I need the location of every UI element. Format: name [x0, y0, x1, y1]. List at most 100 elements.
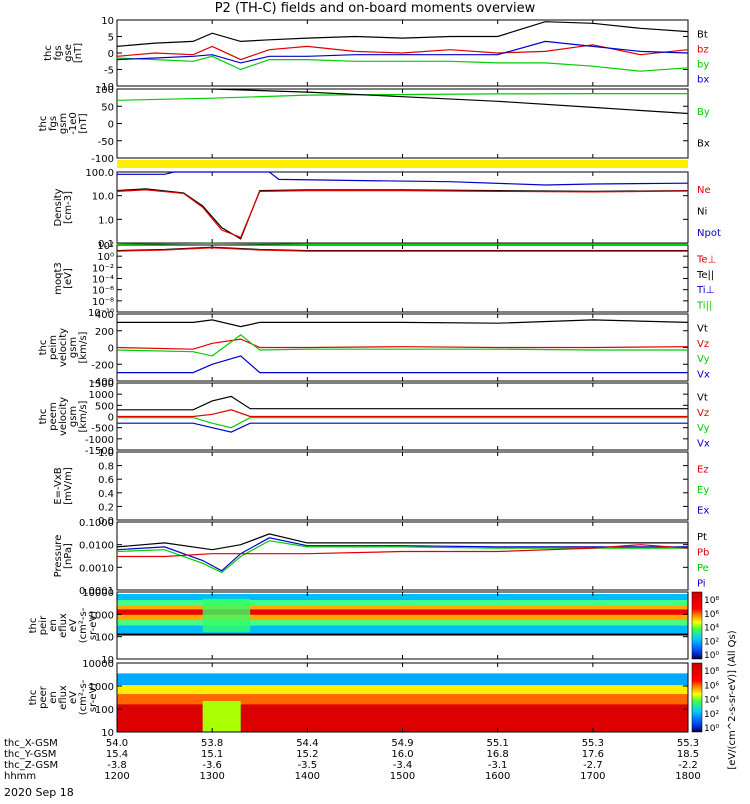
- y-tick-label: 1000: [89, 390, 114, 401]
- x-tick-label: 16.8: [487, 749, 509, 760]
- legend-label: Ez: [697, 464, 709, 475]
- x-tick-label: 53.8: [201, 738, 223, 749]
- x-tick-label: -3.5: [298, 760, 318, 771]
- series-line-vy: [116, 334, 688, 357]
- y-tick-label: 0: [108, 344, 114, 355]
- legend-label: Ni: [697, 207, 707, 218]
- y-axis-label: E=-VxB: [53, 467, 64, 504]
- colorbar: [691, 591, 703, 660]
- colorbar-tick-label: 10⁴: [704, 624, 719, 634]
- series-line-by: [116, 92, 688, 101]
- y-axis-label: peem: [48, 402, 59, 430]
- y-axis-label: velocity: [58, 328, 69, 367]
- series-line-te: [116, 247, 688, 252]
- y-tick-label: -100: [91, 154, 114, 165]
- y-tick-label: 5: [108, 33, 114, 44]
- y-tick-label: 10: [101, 16, 114, 27]
- series-line-vt: [117, 319, 689, 328]
- y-tick-label: 100.0: [85, 168, 114, 179]
- x-tick-label: 54.0: [106, 738, 128, 749]
- x-tick-label: 54.4: [296, 738, 318, 749]
- panel-frame: [116, 244, 689, 313]
- legend-label: Pe: [697, 563, 709, 574]
- y-axis-label: gse: [63, 44, 74, 62]
- y-axis-label: gsm: [68, 337, 79, 358]
- y-tick-label: 10⁻⁴: [92, 275, 114, 286]
- x-tick-label: -2.2: [678, 760, 698, 771]
- y-tick-label: 0.0010: [79, 563, 114, 574]
- x-tick-label: 15.2: [296, 749, 318, 760]
- colorbar-tick-label: 10⁶: [704, 681, 719, 691]
- y-tick-label: 10: [101, 728, 114, 739]
- y-tick-label: 0.0100: [79, 541, 114, 552]
- x-tick-label: -2.7: [583, 760, 603, 771]
- legend-label: By: [697, 107, 710, 118]
- x-axis-row-label: thc_X-GSM: [4, 738, 58, 749]
- series-line-pi: [116, 537, 688, 572]
- series-line-vx: [117, 422, 688, 433]
- legend-label: bz: [697, 45, 709, 56]
- y-tick-label: 1500: [89, 379, 114, 390]
- x-tick-label: 15.4: [106, 749, 128, 760]
- legend-label: Ex: [697, 506, 709, 517]
- y-tick-label: 10⁻²: [92, 263, 114, 274]
- y-tick-label: 0: [108, 49, 114, 60]
- legend-label: Vy: [697, 423, 710, 434]
- spectrogram-band: [117, 694, 688, 708]
- y-tick-label: 1000: [89, 610, 114, 621]
- y-tick-label: 10000: [82, 588, 114, 599]
- spectrogram-feature: [202, 598, 251, 633]
- legend-label: Ti||: [696, 300, 712, 311]
- legend-label: Ti⊥: [696, 285, 714, 296]
- y-tick-label: 0.6: [98, 475, 114, 486]
- series-line-vy: [117, 417, 688, 429]
- colorbar-tick-label: 10²: [704, 710, 719, 720]
- x-axis-row-label: hhmm: [4, 771, 36, 782]
- y-tick-label: 0.1: [98, 239, 114, 250]
- series-line-pe: [116, 540, 688, 574]
- series-line-vx: [117, 355, 688, 374]
- legend-label: Vx: [697, 438, 710, 449]
- y-tick-label: -50: [98, 137, 114, 148]
- y-tick-label: 1000: [89, 682, 114, 693]
- legend-label: Pi: [697, 578, 706, 589]
- series-line-vz: [116, 338, 689, 350]
- x-tick-label: 18.5: [677, 749, 699, 760]
- y-axis-label: [nT]: [78, 113, 89, 133]
- y-axis-label: gsm: [58, 113, 69, 134]
- y-axis-label: eV: [68, 691, 79, 704]
- legend-label: Pt: [697, 532, 707, 543]
- y-tick-label: -200: [91, 360, 114, 371]
- y-tick-label: 10.0: [92, 192, 114, 203]
- y-axis-label: peir: [38, 615, 49, 635]
- series-line-by: [116, 55, 689, 72]
- y-axis-label: [km/s]: [78, 400, 89, 432]
- x-tick-label: -3.8: [107, 760, 127, 771]
- series-line-vz: [117, 409, 688, 418]
- y-axis-label: (cm²-s-: [78, 679, 89, 715]
- panel-frame: [116, 451, 689, 521]
- y-tick-label: 0.1000: [79, 518, 114, 529]
- x-tick-label: 1800: [675, 771, 700, 782]
- series-line-vt: [117, 395, 688, 411]
- legend-label: Npot: [697, 228, 721, 239]
- series-line-npot: [117, 171, 689, 186]
- y-axis-label: eV: [68, 619, 79, 632]
- series-line-pb: [117, 544, 689, 558]
- spectrogram-feature: [202, 700, 241, 732]
- x-tick-label: 17.6: [582, 749, 604, 760]
- y-axis-label: velocity: [58, 397, 69, 436]
- y-axis-label: Density: [53, 188, 64, 226]
- colorbar-tick-label: 10⁴: [704, 696, 719, 706]
- y-axis-label: [eV]: [63, 268, 74, 289]
- y-axis-label: peer: [38, 685, 49, 709]
- series-line-ti: [116, 242, 688, 245]
- y-tick-label: -500: [91, 424, 114, 435]
- colorbar-tick-label: 10⁰: [704, 651, 719, 661]
- y-tick-label: 200: [95, 327, 114, 338]
- x-tick-label: 1700: [580, 771, 605, 782]
- spectrogram-band: [117, 633, 688, 636]
- y-axis-label: [nT]: [73, 43, 84, 63]
- y-tick-label: 50: [101, 102, 114, 113]
